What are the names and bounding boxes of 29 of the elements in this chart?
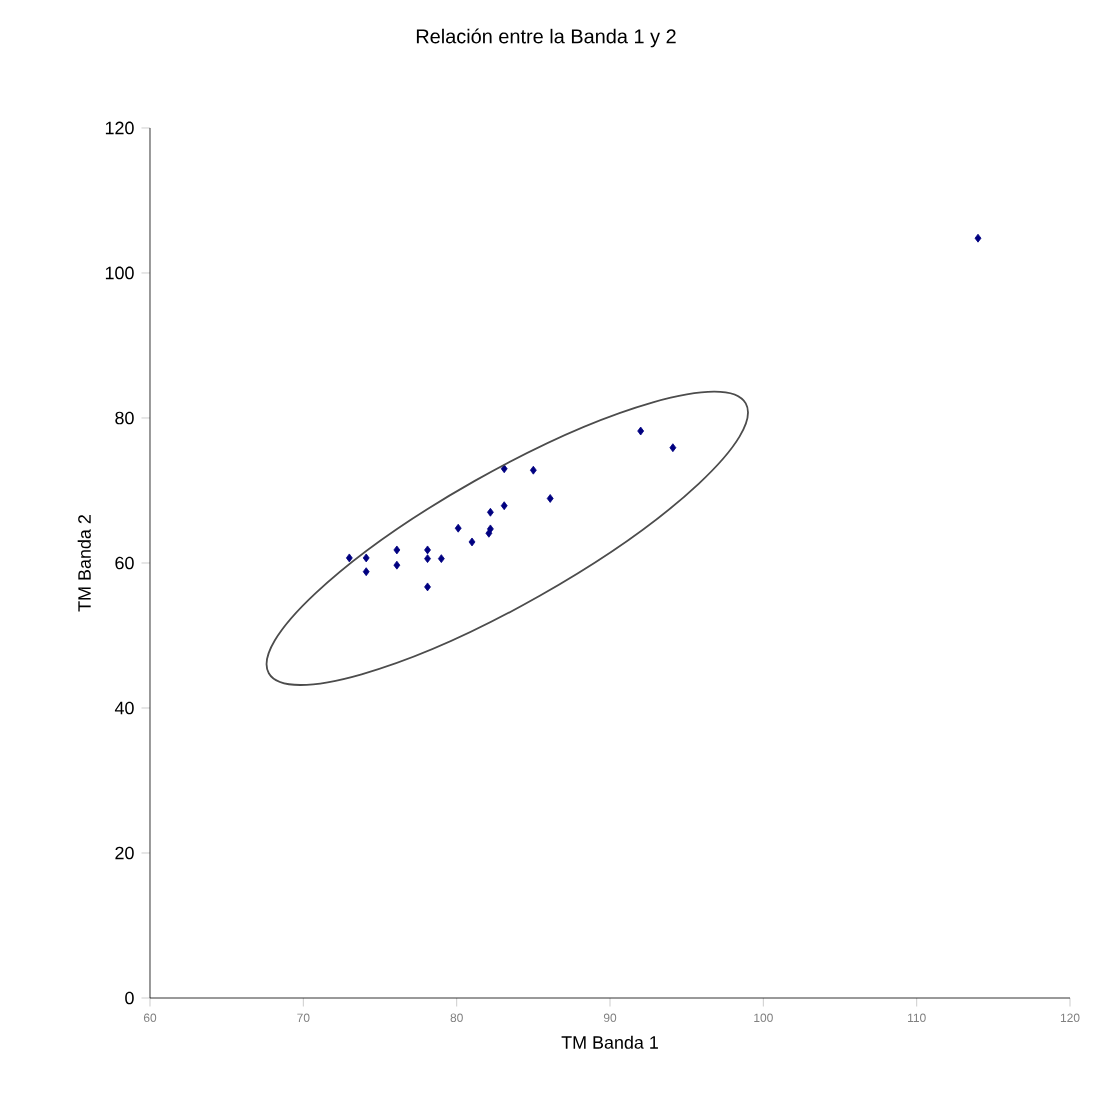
y-tick-label: 0	[125, 991, 134, 1005]
point	[362, 553, 370, 563]
point	[500, 464, 508, 474]
point	[424, 582, 431, 592]
point	[424, 554, 431, 564]
chart-title: Relación entre la Banda 1 y 2	[416, 28, 676, 48]
point	[487, 507, 494, 517]
point	[393, 560, 401, 570]
point	[637, 426, 645, 436]
y-tick-label: 60	[115, 556, 134, 570]
point	[362, 567, 370, 577]
point	[546, 494, 554, 503]
point	[974, 233, 982, 243]
y-axis-title: TM Banda 2	[77, 515, 91, 612]
point	[437, 554, 445, 564]
point	[454, 523, 462, 533]
point	[500, 501, 508, 511]
point	[345, 553, 353, 563]
x-axis-title: TM Banda 1	[561, 1035, 658, 1049]
point	[424, 545, 431, 555]
point	[669, 443, 677, 453]
point	[529, 465, 537, 475]
point	[468, 537, 476, 547]
y-tick-label: 80	[115, 411, 134, 425]
y-tick-label: 100	[105, 266, 134, 280]
point	[393, 545, 401, 555]
y-tick-label: 20	[115, 846, 134, 860]
y-tick-label: 40	[114, 701, 134, 715]
y-tick-label: 120	[105, 121, 134, 135]
